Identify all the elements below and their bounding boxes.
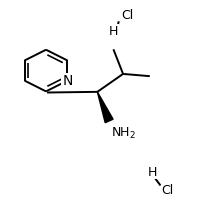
Text: H: H <box>147 166 157 179</box>
Text: Cl: Cl <box>121 9 133 22</box>
Text: N: N <box>62 74 73 88</box>
Polygon shape <box>97 92 113 123</box>
Text: H: H <box>109 25 118 38</box>
Text: NH$_2$: NH$_2$ <box>111 125 136 140</box>
Text: Cl: Cl <box>162 184 174 197</box>
